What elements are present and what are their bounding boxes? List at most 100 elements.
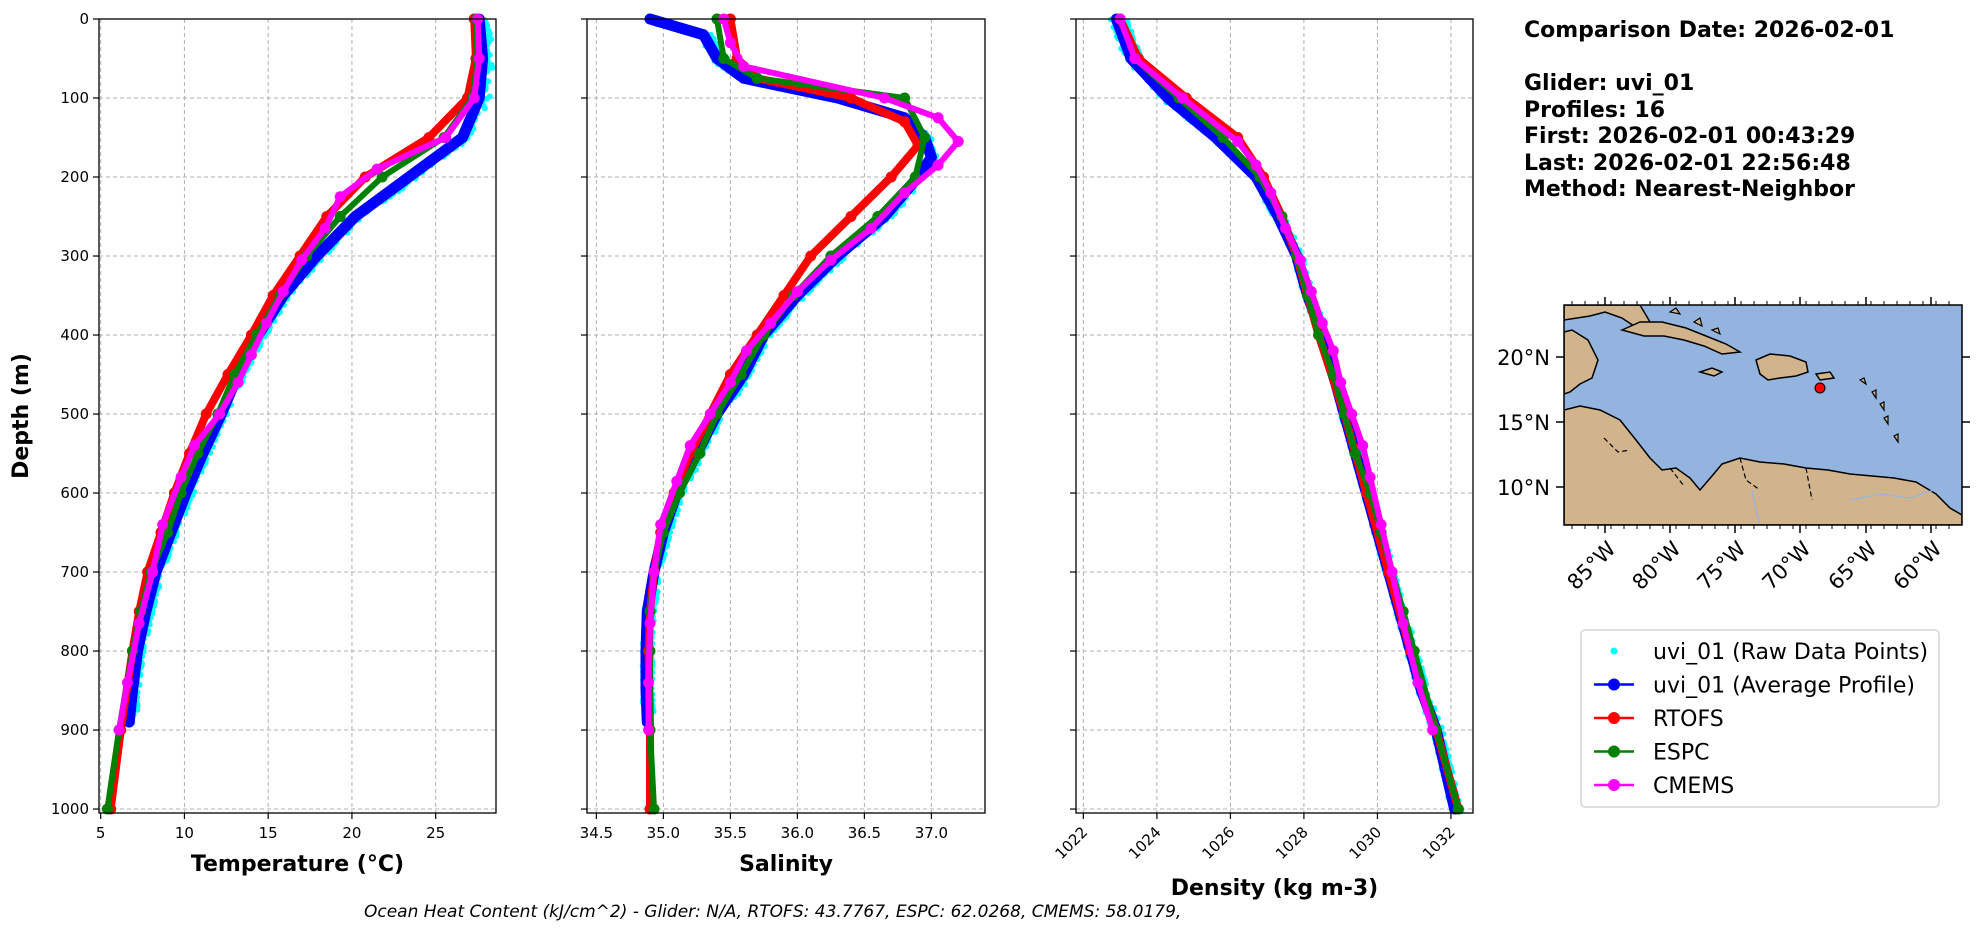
map-lon-label: 85°W xyxy=(1563,536,1621,594)
series-marker xyxy=(1316,317,1328,329)
ocean-heat-content-note: Ocean Heat Content (kJ/cm^2) - Glider: N… xyxy=(364,902,1181,922)
series-marker xyxy=(371,163,383,175)
y-axis-label: Depth (m) xyxy=(9,353,34,479)
y-tick-label: 400 xyxy=(60,326,89,344)
y-tick-label: 900 xyxy=(60,721,89,739)
x-axis-label: Temperature (°C) xyxy=(191,852,404,877)
legend-label: uvi_01 (Raw Data Points) xyxy=(1653,640,1928,665)
profile-panel-1: 5 10 15 20 25 0 100 200 300 400 500 600 700 800 900 100… xyxy=(9,10,497,877)
series-marker xyxy=(643,724,655,736)
map-lat-label: 20°N xyxy=(1497,346,1550,370)
x-tick-label: 35.0 xyxy=(647,824,680,842)
x-tick-label: 1024 xyxy=(1125,823,1165,863)
series-line xyxy=(645,16,962,733)
series-marker xyxy=(825,254,837,266)
plot-area xyxy=(99,19,496,813)
series-marker xyxy=(671,475,683,487)
series-marker xyxy=(296,254,308,266)
legend-item-5: CMEMS xyxy=(1594,774,1734,799)
series-marker xyxy=(423,132,435,143)
y-tick-label: 500 xyxy=(60,405,89,423)
series-marker xyxy=(147,566,159,578)
x-axis-label: Salinity xyxy=(739,852,833,877)
x-tick-label: 1026 xyxy=(1198,823,1238,863)
x-tick-label: 1032 xyxy=(1419,823,1459,863)
legend-item-4: ESPC xyxy=(1594,741,1710,766)
x-tick-label: 1030 xyxy=(1346,823,1386,863)
series-marker xyxy=(1129,53,1141,64)
x-tick-label: 20 xyxy=(342,824,361,842)
x-tick-label: 1028 xyxy=(1272,823,1312,863)
series-marker xyxy=(1294,254,1306,266)
series-marker xyxy=(113,724,125,736)
x-tick-label: 35.5 xyxy=(714,824,747,842)
legend-box xyxy=(1580,629,1940,808)
legend-label: CMEMS xyxy=(1653,774,1734,799)
legend-item-1: uvi_01 (Raw Data Points) xyxy=(1610,640,1928,665)
series-marker xyxy=(1397,617,1409,629)
series-marker xyxy=(1327,345,1339,357)
series-marker xyxy=(932,112,944,124)
series-marker xyxy=(1349,448,1361,459)
raw-point xyxy=(481,105,488,112)
x-tick-label: 25 xyxy=(426,824,445,842)
series-marker xyxy=(899,92,911,104)
glider-name: Glider: uvi_01 xyxy=(1524,71,1694,96)
x-tick-label: 37.0 xyxy=(915,824,948,842)
map-lon-label: 75°W xyxy=(1693,536,1751,594)
series-marker xyxy=(694,448,706,459)
map-lat-label: 15°N xyxy=(1497,411,1550,435)
series-marker xyxy=(319,222,331,234)
x-tick-label: 1022 xyxy=(1051,823,1091,863)
series-marker xyxy=(1305,286,1317,298)
profile-panel-3: 1022 1024 1026 1028 1030 1032 Density (kg m-3) xyxy=(1051,13,1474,901)
series-marker xyxy=(277,286,289,298)
series-marker xyxy=(643,677,655,689)
series-cmems xyxy=(643,13,964,736)
y-tick-label: 800 xyxy=(60,642,89,660)
legend-label: RTOFS xyxy=(1653,707,1724,732)
series-marker xyxy=(122,677,133,689)
series-marker xyxy=(1335,376,1347,388)
y-tick-label: 1000 xyxy=(51,800,89,818)
series-marker xyxy=(718,53,730,64)
series-marker xyxy=(162,527,174,538)
series-marker xyxy=(704,408,716,420)
series-marker xyxy=(885,171,897,183)
series-marker xyxy=(674,487,685,499)
raw-point xyxy=(489,64,496,71)
last-time: Last: 2026-02-01 22:56:48 xyxy=(1524,151,1851,176)
location-map: 20°N 15°N 10°N 85°W 80°W 75°W 70°W 65°W 60°W xyxy=(1497,297,1970,595)
series-marker xyxy=(644,617,656,629)
map-lon-label: 80°W xyxy=(1628,536,1686,594)
series-cmems xyxy=(1114,13,1439,736)
series-marker xyxy=(1265,187,1277,199)
y-tick-label: 0 xyxy=(79,10,89,28)
series-marker xyxy=(1364,471,1376,483)
series-marker xyxy=(684,440,696,452)
series-marker xyxy=(189,440,200,452)
series-marker xyxy=(932,159,944,171)
series-marker xyxy=(751,72,763,84)
series-marker xyxy=(765,317,777,329)
series-marker xyxy=(648,803,660,815)
series-marker xyxy=(334,191,346,203)
series-marker xyxy=(1452,803,1464,815)
series-marker xyxy=(738,60,750,72)
x-tick-label: 36.0 xyxy=(781,824,814,842)
series-marker xyxy=(1346,408,1358,420)
series-marker xyxy=(468,92,480,104)
info-block: Comparison Date: 2026-02-01 Glider: uvi_… xyxy=(1524,18,1894,202)
series-marker xyxy=(724,376,736,388)
series-marker xyxy=(724,37,736,49)
map-lon-label: 65°W xyxy=(1824,536,1882,594)
series-line xyxy=(116,16,483,733)
series-marker xyxy=(791,286,803,298)
map-frame xyxy=(1563,304,1963,526)
first-time: First: 2026-02-01 00:43:29 xyxy=(1524,124,1855,149)
map-lon-label: 60°W xyxy=(1889,536,1947,594)
legend-item-2: uvi_01 (Average Profile) xyxy=(1594,674,1915,699)
series-marker xyxy=(655,519,667,531)
legend: uvi_01 (Raw Data Points) uvi_01 (Average … xyxy=(1580,629,1940,808)
